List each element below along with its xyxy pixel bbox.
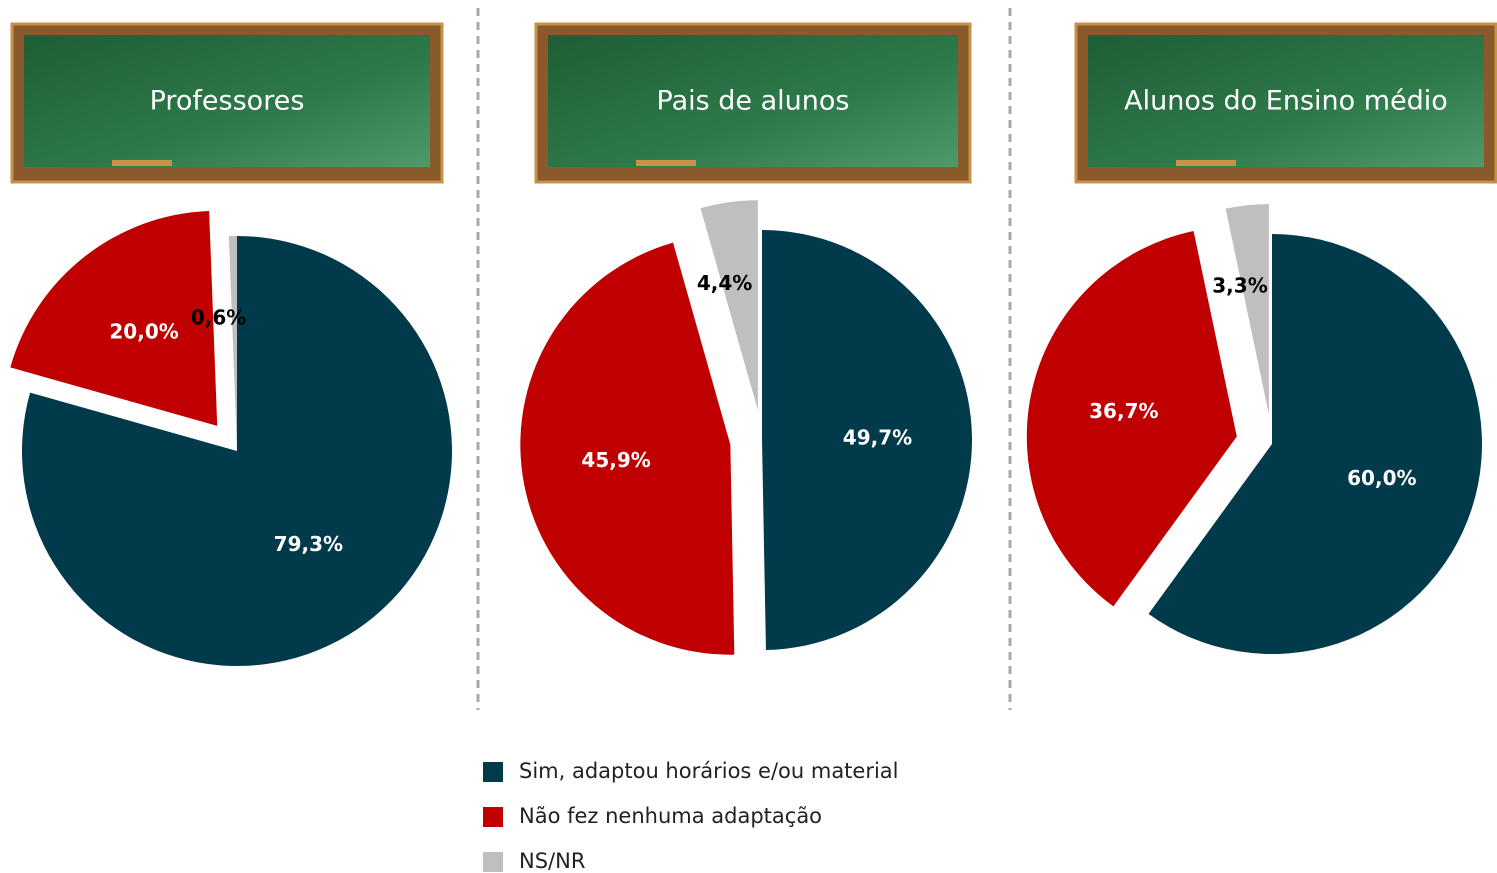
chalk-tray [636, 160, 696, 166]
legend-label: Sim, adaptou horários e/ou material [519, 759, 899, 783]
pie-slice [21, 236, 453, 667]
chalk-tray [112, 160, 172, 166]
legend-swatch [483, 852, 503, 872]
value-label: 0,6% [191, 305, 246, 329]
pie-slice [1225, 204, 1269, 415]
pie-slice [10, 211, 218, 426]
value-label: 36,7% [1089, 399, 1158, 423]
legend-label: NS/NR [519, 849, 585, 873]
pie-slice [520, 242, 735, 655]
value-label: 3,3% [1212, 274, 1267, 298]
pie-slice [700, 200, 758, 411]
value-label: 49,7% [843, 425, 912, 449]
board [548, 35, 958, 167]
pie-slice [762, 230, 973, 650]
pie-slice [1148, 234, 1482, 654]
value-label: 4,4% [697, 271, 752, 295]
value-label: 79,3% [274, 532, 343, 556]
board-title: Pais de alunos [657, 86, 850, 117]
pie-slice [228, 236, 237, 451]
value-label: 20,0% [109, 319, 178, 343]
board-title: Professores [150, 86, 305, 117]
legend-swatch [483, 807, 503, 827]
legend-label: Não fez nenhuma adaptação [519, 804, 822, 828]
board [1088, 35, 1484, 167]
chalk-tray [1176, 160, 1236, 166]
pie-slice [1026, 230, 1237, 607]
board [24, 35, 430, 167]
board-title: Alunos do Ensino médio [1124, 86, 1448, 117]
value-label: 60,0% [1347, 466, 1416, 490]
value-label: 45,9% [581, 448, 650, 472]
legend-swatch [483, 762, 503, 782]
